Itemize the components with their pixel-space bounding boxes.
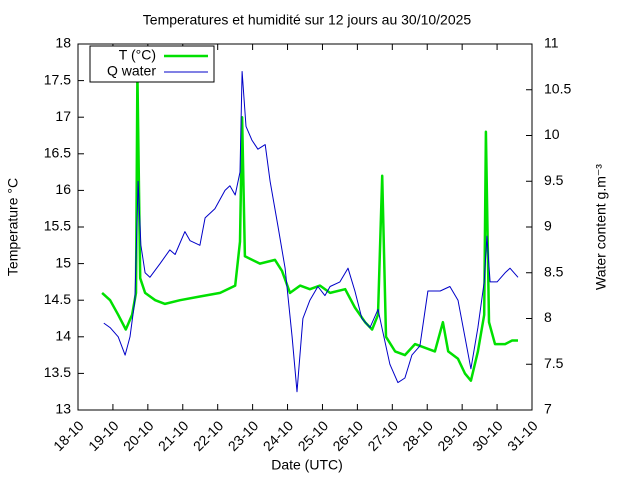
legend-label: T (°C) bbox=[119, 47, 156, 63]
y-tick-label: 15 bbox=[55, 254, 71, 270]
legend-label: Q water bbox=[107, 63, 156, 79]
series-line bbox=[101, 72, 518, 382]
y-tick-label: 15.5 bbox=[44, 218, 71, 234]
y-tick-label: 13.5 bbox=[44, 364, 71, 380]
y2-tick-label: 8 bbox=[544, 309, 552, 325]
y2-tick-label: 7.5 bbox=[544, 355, 564, 371]
y-tick-label: 17.5 bbox=[44, 71, 71, 87]
y2-tick-label: 7 bbox=[544, 401, 552, 417]
y2-tick-label: 9.5 bbox=[544, 172, 564, 188]
y-tick-label: 14 bbox=[55, 328, 71, 344]
y2-tick-label: 10.5 bbox=[544, 80, 571, 96]
chart-title: Temperatures et humidité sur 12 jours au… bbox=[143, 12, 472, 28]
y2-tick-label: 11 bbox=[544, 35, 559, 51]
y2-tick-label: 8.5 bbox=[544, 263, 564, 279]
y-tick-label: 14.5 bbox=[44, 291, 71, 307]
y2-tick-label: 10 bbox=[544, 126, 560, 142]
series-line bbox=[103, 71, 519, 393]
y2-axis-label: Water content g.m⁻³ bbox=[593, 164, 609, 290]
y2-tick-label: 9 bbox=[544, 218, 552, 234]
y-axis-label: Temperature °C bbox=[5, 178, 21, 276]
y-tick-label: 18 bbox=[55, 35, 71, 51]
y-tick-label: 16 bbox=[55, 181, 71, 197]
x-axis-label: Date (UTC) bbox=[271, 457, 343, 473]
y-tick-label: 17 bbox=[55, 108, 71, 124]
y-tick-label: 16.5 bbox=[44, 145, 71, 161]
y-tick-label: 13 bbox=[55, 401, 71, 417]
legend-box bbox=[89, 45, 215, 83]
